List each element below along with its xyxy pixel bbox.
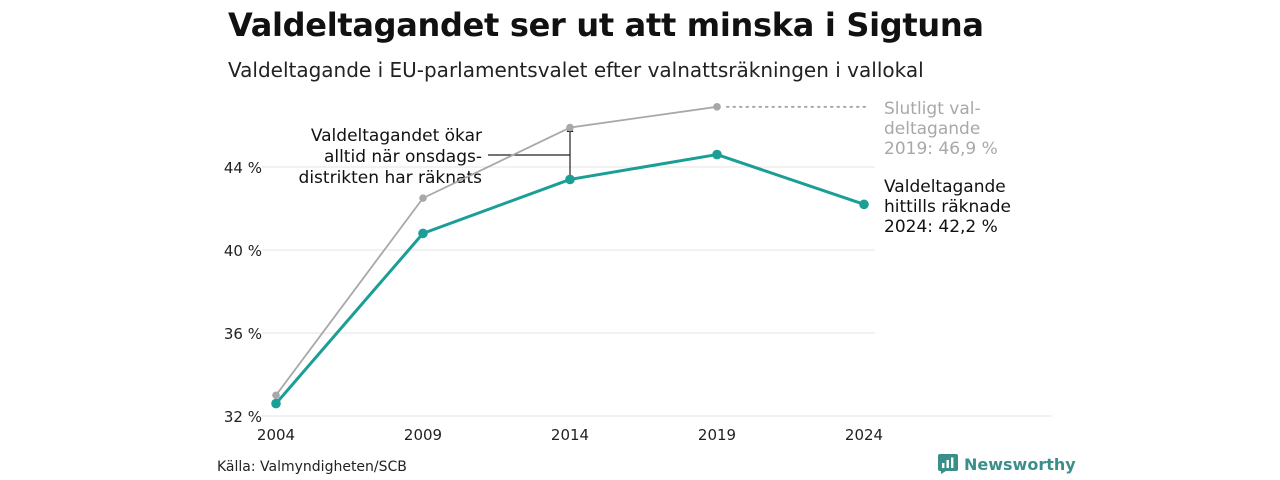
y-tick-label: 36 % xyxy=(224,325,262,343)
note-text-line: Valdeltagandet ökar xyxy=(311,126,482,146)
current-end-label: hittills räknade xyxy=(884,197,1011,217)
data-point-final xyxy=(272,391,280,400)
series-line-current xyxy=(274,153,865,405)
final-end-label: deltagande xyxy=(884,119,980,139)
y-tick-label: 40 % xyxy=(224,242,262,260)
note-text-line: distrikten har räknats xyxy=(299,168,483,188)
y-axis: 32 % 36 % 40 % 44 % xyxy=(224,159,262,426)
final-end-label: Slutligt val- xyxy=(884,99,981,119)
data-point-final xyxy=(419,194,427,202)
note-text-line: alltid när onsdags- xyxy=(324,147,482,167)
x-tick-label: 2024 xyxy=(845,426,883,444)
data-point-current xyxy=(418,228,428,239)
newsworthy-logo-icon xyxy=(938,454,958,474)
data-point-final xyxy=(713,103,721,111)
y-tick-label: 32 % xyxy=(224,408,262,426)
note-bracket xyxy=(488,130,571,178)
data-point-current xyxy=(271,398,281,409)
y-tick-label: 44 % xyxy=(224,159,262,177)
grid xyxy=(262,166,1052,417)
x-tick-label: 2019 xyxy=(698,426,736,444)
x-tick-label: 2004 xyxy=(257,426,295,444)
x-tick-label: 2014 xyxy=(551,426,589,444)
current-end-label: Valdeltagande xyxy=(884,177,1006,197)
brand-name: Newsworthy xyxy=(964,454,1076,474)
page-title: Valdeltagandet ser ut att minska i Sigtu… xyxy=(228,6,984,44)
source-note: Källa: Valmyndigheten/SCB xyxy=(217,459,407,475)
data-point-current xyxy=(712,149,722,160)
series-line-final xyxy=(275,105,718,396)
current-end-label: 2024: 42,2 % xyxy=(884,217,998,237)
final-end-label: 2019: 46,9 % xyxy=(884,139,998,159)
data-point-current xyxy=(565,174,575,185)
data-point-final xyxy=(566,123,574,132)
page-subtitle: Valdeltagande i EU-parlamentsvalet efter… xyxy=(228,58,924,82)
x-tick-label: 2009 xyxy=(404,426,442,444)
series xyxy=(271,103,871,409)
brand-logo: Newsworthy xyxy=(938,454,1076,474)
x-axis: 2004 2009 2014 2019 2024 xyxy=(257,426,883,444)
data-point-current xyxy=(859,199,869,210)
